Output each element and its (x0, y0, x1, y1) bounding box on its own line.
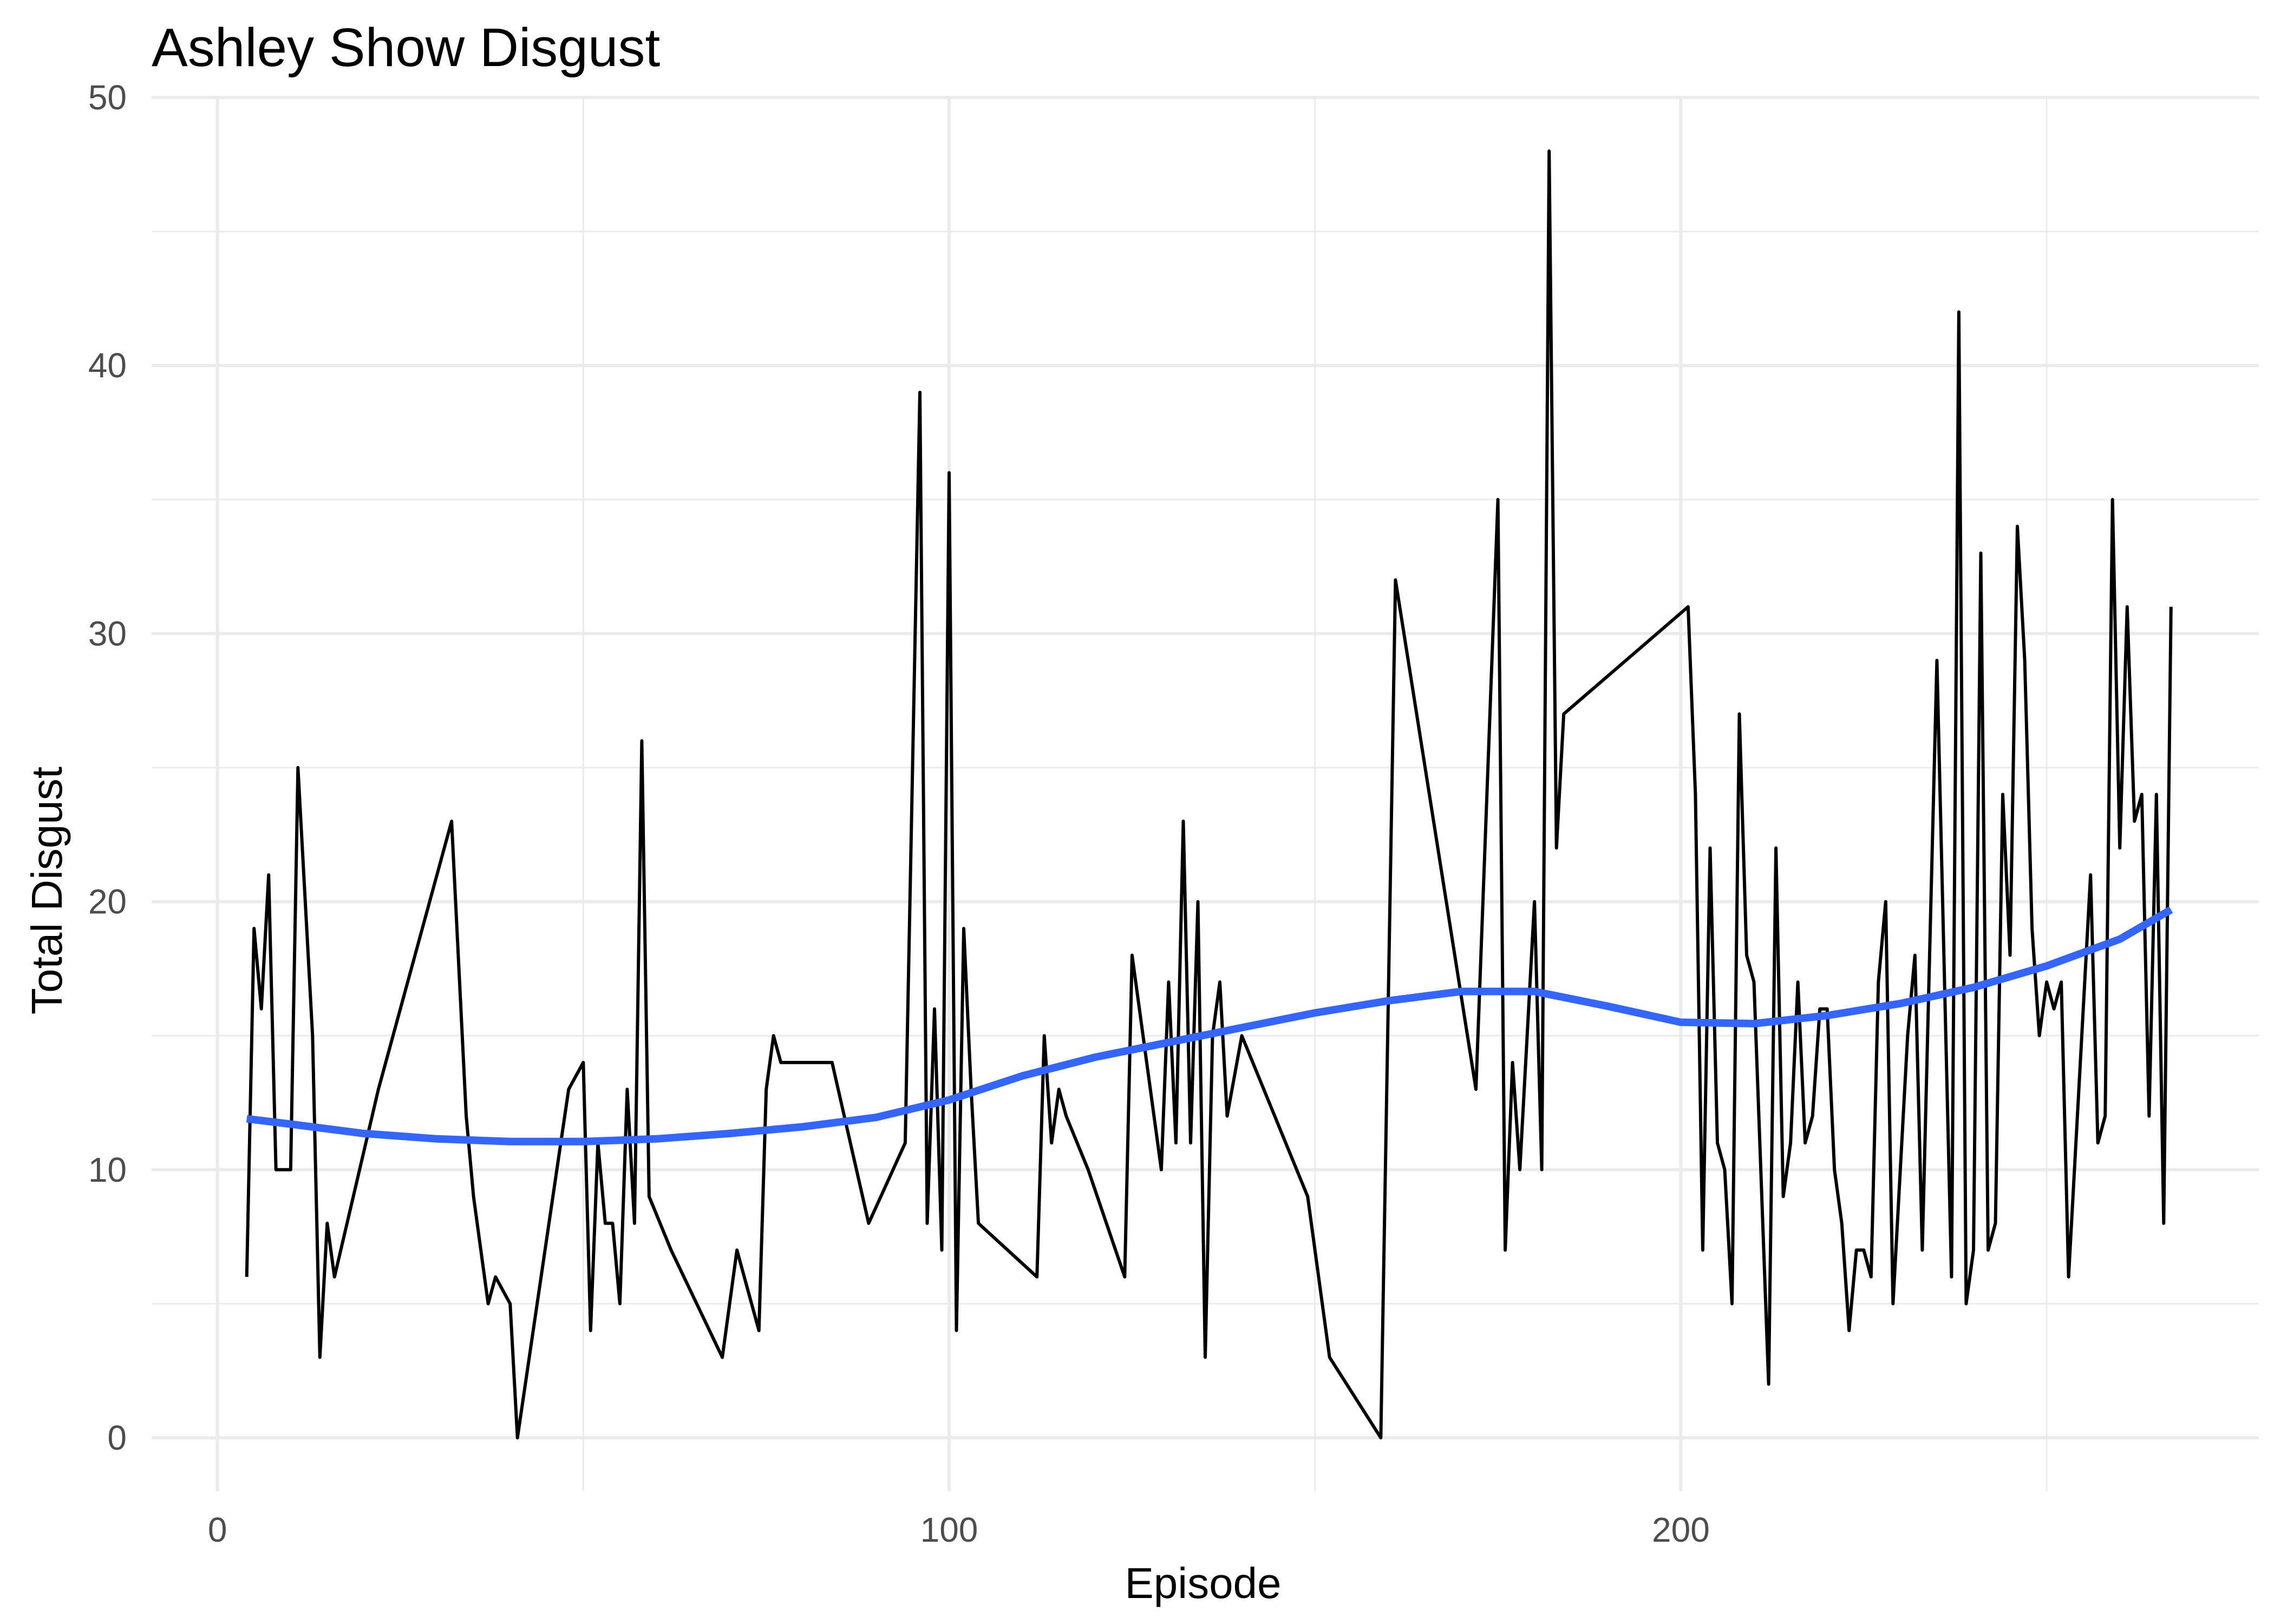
x-tick-label: 200 (1652, 1510, 1710, 1549)
y-tick-label: 30 (88, 614, 127, 653)
x-tick-label: 0 (208, 1510, 227, 1549)
chart-title: Ashley Show Disgust (152, 17, 661, 78)
y-tick-label: 20 (88, 882, 127, 921)
plot-area (245, 149, 2173, 1439)
y-tick-label: 10 (88, 1150, 127, 1189)
grid-major (152, 96, 2259, 1491)
y-tick-label: 50 (88, 78, 127, 117)
smooth-trend-line (246, 906, 2173, 1145)
disgust-series-line (245, 149, 2173, 1439)
x-tick-label: 100 (920, 1510, 978, 1549)
y-axis-ticks: 0 10 20 30 40 50 (88, 78, 127, 1457)
x-axis-ticks: 0 100 200 (208, 1510, 1710, 1549)
x-axis-title: Episode (1125, 1559, 1281, 1607)
y-tick-label: 0 (107, 1418, 127, 1457)
y-tick-label: 40 (88, 346, 127, 385)
y-axis-title: Total Disgust (23, 767, 71, 1014)
